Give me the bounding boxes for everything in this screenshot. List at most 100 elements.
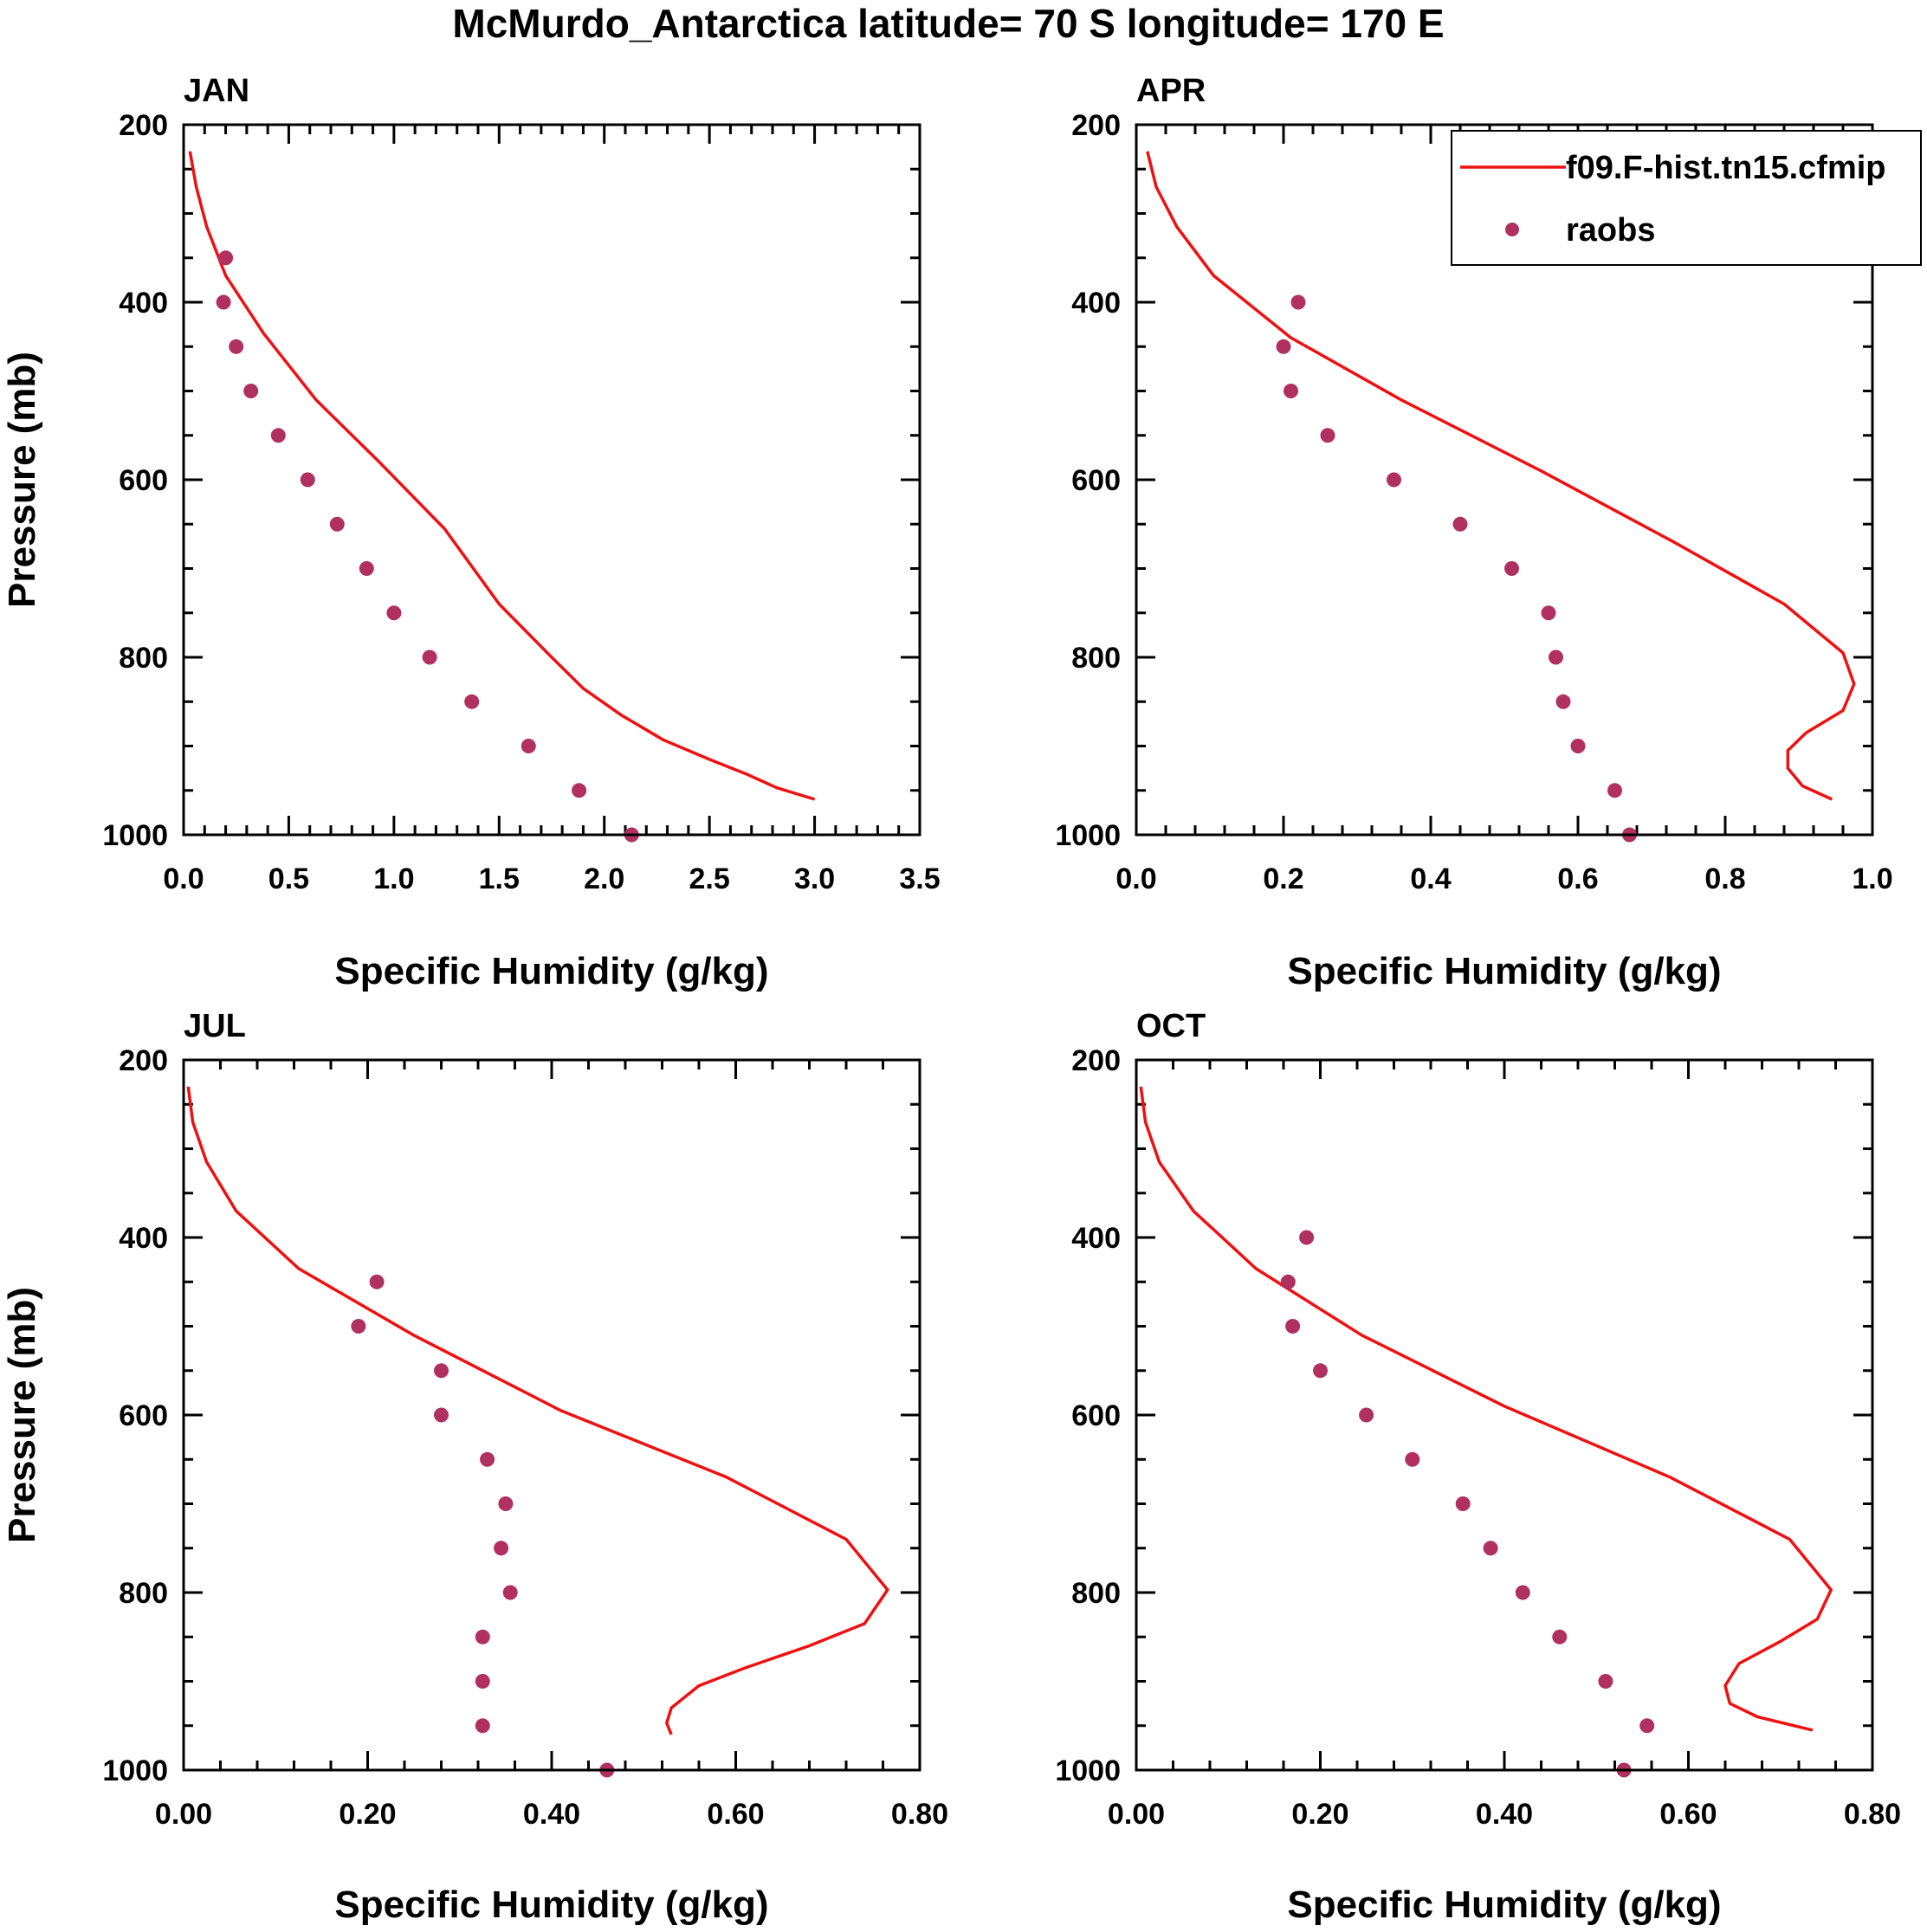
x-tick-label: 0.0 [1115,863,1156,895]
plot-frame [182,1058,921,1772]
y-axis-label: Pressure (mb) [1,1287,43,1543]
y-tick-label: 200 [1071,1044,1121,1077]
y-tick-label: 800 [1071,1577,1121,1610]
obs-point [369,1274,385,1289]
obs-point [1455,1496,1471,1511]
panel-title: OCT [1136,1008,1206,1044]
obs-point [218,250,234,266]
obs-point [1284,384,1298,398]
y-tick-label: 1000 [102,819,168,852]
obs-point [359,561,374,576]
y-tick-label: 400 [119,287,168,320]
model-profile-line [188,151,816,801]
obs-point [1598,1674,1613,1689]
obs-point [475,1629,490,1644]
obs-point [1483,1541,1498,1556]
obs-point [434,1407,449,1423]
x-tick-label: 0.00 [155,1798,212,1831]
obs-point [1552,1629,1568,1644]
panel-apr: APR 0.0 0.2 0.4 0.6 0.8 1.0 200 400 600 800 1000 S… [1055,73,1892,992]
y-tick-label: 200 [119,109,168,142]
legend: f09.F-hist.tn15.cfmip raobs [1451,130,1922,266]
model-profile-line [1139,1086,1833,1732]
obs-point [1549,649,1563,665]
plot-frame [1135,123,1874,837]
panel-oct: OCT 0.00 0.20 0.40 0.60 0.80 200 400 600 800 1000… [1055,1008,1901,1926]
obs-point [1320,428,1335,443]
y-tick-label: 600 [1071,464,1121,497]
obs-point [1541,605,1556,621]
obs-point [243,384,259,398]
x-axis-label: Specific Humidity (g/kg) [1287,950,1721,992]
y-tick-label: 1000 [102,1754,168,1787]
obs-point [270,428,286,443]
x-tick-label: 0.8 [1704,863,1745,895]
y-tick-label: 1000 [1055,1754,1121,1787]
model-profile-line [186,1086,889,1735]
obs-point [1452,516,1468,532]
x-tick-label: 0.2 [1263,863,1303,895]
panel-title: APR [1136,73,1206,109]
panel-jan: JAN 0.0 0.5 1.0 1.5 2.0 2.5 3.0 3.5 200 400 600 800… [1,73,941,992]
x-tick-label: 0.20 [1291,1798,1348,1831]
legend-obs-label: raobs [1566,212,1655,249]
obs-point [1276,339,1291,354]
obs-point [1299,1230,1315,1245]
panel-title: JUL [184,1008,246,1044]
x-tick-label: 0.80 [1844,1798,1901,1831]
x-tick-label: 0.5 [268,863,309,895]
y-axis-label: Pressure (mb) [1,352,43,608]
plot-frame [182,123,921,837]
y-tick-label: 600 [119,1399,168,1432]
x-axis-label: Specific Humidity (g/kg) [334,1884,768,1926]
x-tick-label: 2.5 [689,863,730,895]
y-tick-label: 800 [119,1577,168,1610]
x-tick-label: 1.5 [479,863,520,895]
obs-point [475,1674,490,1689]
x-tick-label: 0.40 [523,1798,580,1831]
plot-frame [1135,1058,1874,1772]
x-tick-label: 0.40 [1476,1798,1533,1831]
obs-point [229,339,244,354]
obs-point [475,1718,490,1734]
panel-jul: JUL 0.00 0.20 0.40 0.60 0.80 200 400 600 800 1000… [1,1008,948,1926]
model-profile-line [1146,151,1856,801]
obs-point [351,1319,366,1334]
y-tick-label: 600 [119,464,168,497]
x-tick-label: 0.4 [1410,863,1451,895]
x-tick-label: 0.80 [891,1798,948,1831]
legend-dot-swatch [1505,223,1519,236]
y-tick-label: 400 [119,1222,168,1255]
obs-point [1639,1718,1655,1734]
obs-point [1290,294,1306,310]
x-tick-label: 0.20 [339,1798,396,1831]
obs-point [1280,1274,1296,1289]
obs-point [498,1496,514,1511]
y-tick-label: 1000 [1055,819,1121,852]
x-tick-label: 0.60 [707,1798,764,1831]
x-tick-label: 1.0 [1852,863,1892,895]
y-tick-label: 400 [1071,1222,1121,1255]
obs-point [502,1585,518,1600]
y-tick-label: 200 [1071,109,1121,142]
x-tick-label: 0.6 [1557,863,1598,895]
obs-point [1555,694,1571,709]
obs-point [521,739,536,753]
obs-point [386,605,402,621]
x-tick-label: 0.00 [1108,1798,1165,1831]
obs-point [1504,561,1519,576]
obs-point [1570,739,1586,753]
x-tick-label: 3.5 [899,863,940,895]
y-tick-label: 800 [1071,642,1121,675]
obs-point [1387,472,1401,488]
x-tick-label: 0.60 [1659,1798,1717,1831]
obs-point [1607,783,1622,798]
obs-point [1313,1363,1328,1379]
obs-point [494,1541,509,1556]
figure-title: McMurdo_Antarctica latitude= 70 S longit… [452,1,1444,46]
obs-point [480,1451,495,1467]
obs-point [216,294,231,310]
obs-point [300,472,315,488]
obs-point [1285,1319,1301,1334]
